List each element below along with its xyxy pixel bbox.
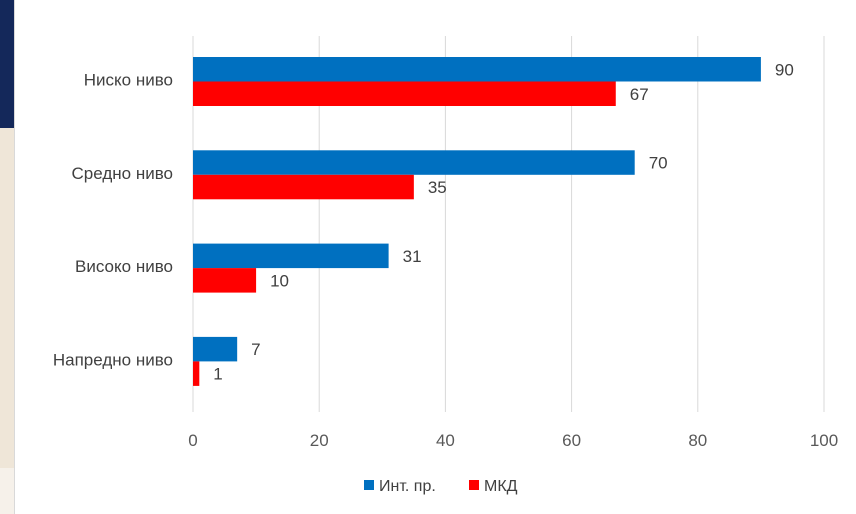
bar-mkd — [193, 268, 257, 293]
category-labels: Ниско ниво Средно ниво Високо ниво Напредно… — [53, 71, 173, 370]
data-labels: 90 67 70 35 31 10 7 1 — [213, 60, 794, 383]
data-label: 67 — [630, 85, 649, 104]
legend-label: МКД — [484, 478, 518, 495]
bar-int-pr — [193, 243, 389, 269]
data-label: 10 — [270, 271, 289, 290]
data-label: 1 — [213, 365, 222, 384]
legend-label: Инт. пр. — [379, 478, 436, 495]
bars — [193, 57, 761, 386]
data-label: 90 — [775, 60, 794, 79]
x-tick-label: 80 — [688, 431, 707, 450]
x-tick-label: 0 — [188, 431, 197, 450]
chart-frame: 90 67 70 35 31 10 7 1 Ниско ниво Средно ниво Висо… — [14, 0, 856, 514]
x-tick-label: 60 — [562, 431, 581, 450]
bar-mkd — [193, 361, 200, 386]
x-tick-label: 40 — [436, 431, 455, 450]
bar-mkd — [193, 81, 616, 106]
bar-int-pr — [193, 150, 635, 175]
x-tick-label: 100 — [810, 431, 838, 450]
data-label: 70 — [649, 154, 668, 173]
side-panel-light — [0, 468, 16, 514]
legend: Инт. пр. МКД — [364, 478, 518, 495]
category-label: Ниско ниво — [84, 71, 173, 90]
bar-int-pr — [193, 57, 761, 82]
side-panel-dark — [0, 0, 16, 128]
data-label: 31 — [403, 247, 422, 266]
category-label: Напредно ниво — [53, 350, 173, 369]
legend-swatch — [469, 480, 479, 490]
x-tick-label: 20 — [310, 431, 329, 450]
bar-mkd — [193, 174, 414, 200]
bar-chart: 90 67 70 35 31 10 7 1 Ниско ниво Средно ниво Висо… — [53, 36, 838, 495]
legend-swatch — [364, 480, 374, 490]
category-label: Високо ниво — [75, 257, 173, 276]
side-panel-tan — [0, 128, 16, 468]
bar-int-pr — [193, 336, 238, 362]
x-axis-ticks: 0 20 40 60 80 100 — [188, 431, 838, 450]
category-label: Средно ниво — [72, 164, 173, 183]
data-label: 7 — [251, 340, 260, 359]
data-label: 35 — [428, 178, 447, 197]
